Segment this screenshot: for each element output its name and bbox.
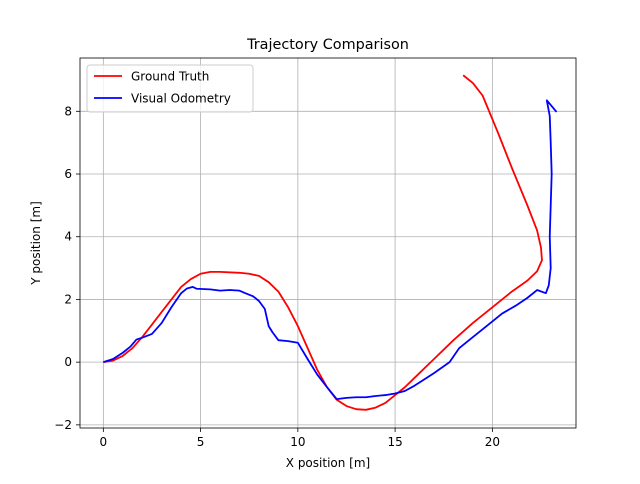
y-tick-label: −2 <box>54 418 72 432</box>
x-tick-label: 10 <box>290 435 305 449</box>
legend: Ground Truth Visual Odometry <box>86 64 254 113</box>
legend-box <box>86 64 254 113</box>
plot-area <box>80 58 576 428</box>
series-layer <box>103 74 558 411</box>
x-tick-label: 0 <box>100 435 108 449</box>
x-tick-label: 20 <box>485 435 500 449</box>
y-tick-label: 2 <box>64 292 72 306</box>
series-line-visual-odometry <box>103 99 558 401</box>
y-tick-label: 0 <box>64 355 72 369</box>
y-tick-label: 6 <box>64 167 72 181</box>
legend-label-visual-odometry: Visual Odometry <box>131 92 231 106</box>
x-tick-label: 15 <box>387 435 402 449</box>
series-line-ground-truth <box>103 74 543 411</box>
axis-ticks: 0 5 10 15 20 −2 0 2 4 6 8 <box>54 104 500 449</box>
x-axis-label: X position [m] <box>286 456 370 470</box>
x-tick-label: 5 <box>197 435 205 449</box>
y-axis-label: Y position [m] <box>29 201 43 286</box>
chart-title: Trajectory Comparison <box>246 37 409 53</box>
axes-frame <box>79 57 577 429</box>
y-tick-label: 4 <box>64 230 72 244</box>
grid <box>80 58 576 428</box>
y-tick-label: 8 <box>64 104 72 118</box>
legend-label-ground-truth: Ground Truth <box>131 70 209 84</box>
